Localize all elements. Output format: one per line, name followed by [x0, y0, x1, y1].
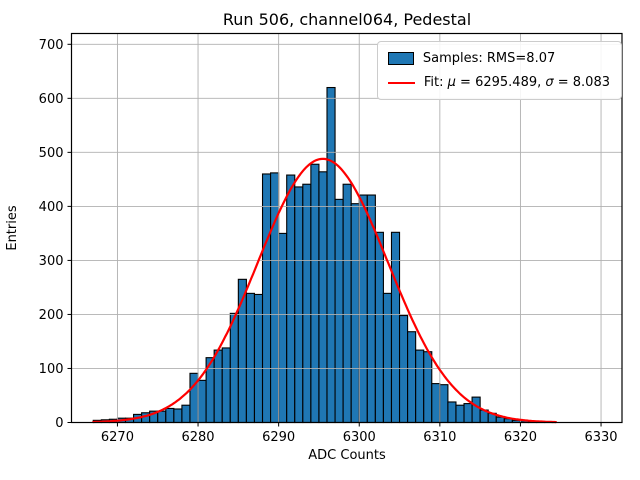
histogram-bar — [197, 379, 207, 424]
histogram-bar — [463, 403, 473, 424]
x-tick-label: 6270 — [101, 430, 134, 445]
legend-label-samples: Samples: RMS=8.07 — [422, 51, 556, 66]
y-tick-label: 600 — [39, 92, 64, 107]
histogram-bar — [407, 331, 417, 424]
histogram-bar — [439, 384, 449, 424]
histogram-bar — [157, 410, 167, 424]
histogram-bar — [253, 293, 264, 424]
chart-title: Run 506, channel064, Pedestal — [223, 10, 471, 29]
histogram-bar — [350, 203, 360, 424]
histogram-bar — [173, 408, 183, 424]
x-tick-label: 6320 — [504, 430, 537, 445]
histogram-bar — [245, 292, 256, 424]
y-tick-label: 300 — [39, 254, 64, 269]
histogram-bar — [310, 163, 320, 424]
histogram-bar — [455, 404, 465, 424]
histogram-bar — [334, 198, 344, 424]
histogram-bar — [294, 186, 304, 424]
histogram-bar — [318, 171, 328, 424]
y-tick-label: 0 — [55, 416, 63, 431]
x-tick-label: 6300 — [343, 430, 376, 445]
histogram-bar — [278, 232, 288, 424]
histogram-bar — [261, 173, 272, 424]
histogram-bar — [342, 183, 352, 424]
y-axis-title: Entries — [5, 205, 20, 251]
x-axis-title: ADC Counts — [308, 448, 386, 463]
histogram-bar — [415, 349, 425, 424]
fit-line-swatch-icon — [387, 81, 415, 84]
histogram-bar — [495, 416, 505, 424]
histogram-bar — [423, 351, 433, 424]
histogram-bar — [471, 396, 481, 424]
histogram-bar — [326, 86, 336, 424]
histogram-bar — [181, 404, 191, 424]
axes-frame — [70, 32, 623, 424]
y-tick-label: 400 — [39, 200, 64, 215]
y-tick-label: 500 — [39, 146, 64, 161]
y-tick-label: 100 — [39, 362, 64, 377]
y-tick-label: 700 — [39, 38, 64, 53]
histogram-bar — [431, 383, 441, 424]
legend-item-samples: Samples: RMS=8.07 — [387, 50, 610, 67]
legend: Samples: RMS=8.07 Fit: μ = 6295.489, σ =… — [376, 41, 622, 100]
x-tick-label: 6290 — [262, 430, 295, 445]
histogram-bar — [398, 314, 409, 424]
histogram-bar — [213, 349, 223, 424]
histogram-bar — [447, 401, 457, 424]
x-tick-label: 6310 — [423, 430, 456, 445]
histogram-bar — [358, 194, 368, 424]
x-tick-label: 6330 — [584, 430, 617, 445]
y-tick-label: 200 — [39, 308, 64, 323]
legend-item-fit: Fit: μ = 6295.489, σ = 8.083 — [387, 74, 610, 91]
histogram-bar — [302, 183, 312, 424]
histogram-bar — [165, 407, 175, 424]
plot-area: 6270 6280 6290 6300 6310 6320 6330 0 100 200 300 40… — [39, 32, 623, 445]
legend-label-fit: Fit: μ = 6295.489, σ = 8.083 — [423, 75, 610, 90]
histogram-bar — [382, 292, 393, 424]
histogram-bar — [286, 174, 296, 424]
histogram-bar — [270, 172, 280, 424]
samples-histogram-swatch-icon — [387, 52, 414, 65]
histogram-bar — [221, 347, 231, 424]
x-tick-label: 6280 — [181, 430, 214, 445]
histogram-bar — [229, 312, 239, 424]
fit-curve — [92, 157, 557, 424]
